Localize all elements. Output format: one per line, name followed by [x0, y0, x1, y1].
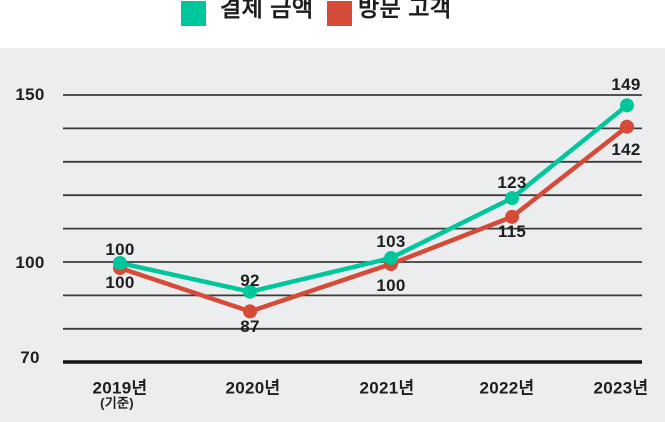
x-axis-note: (기준) — [100, 395, 134, 411]
payment-point-2021 — [384, 250, 398, 265]
visitors-value-label: 115 — [497, 222, 527, 241]
payment-line — [117, 103, 630, 294]
visitors-value-label: 100 — [105, 273, 135, 292]
payment-value-label: 103 — [376, 232, 406, 251]
payment-value-label: 100 — [105, 240, 135, 259]
legend: 결제 금액 방문 고객 — [0, 0, 665, 48]
x-axis-label: 2021년 — [359, 378, 415, 398]
visitors-point-2023 — [620, 119, 634, 134]
x-axis-label: 2023년 — [593, 378, 649, 398]
y-tick-label: 150 — [15, 85, 45, 104]
payment-value-label: 92 — [240, 271, 260, 290]
payment-value-label: 149 — [611, 75, 641, 94]
x-axis-label: 2019년 — [92, 378, 148, 398]
visitors-line — [117, 124, 630, 314]
legend-label-visitors: 방문 고객 — [358, 0, 452, 21]
visitors-point-2020 — [243, 304, 257, 319]
x-axis-label: 2022년 — [479, 378, 535, 398]
payment-point-2023 — [620, 98, 634, 113]
visitors-value-label: 87 — [240, 317, 260, 336]
legend-swatch-visitors — [327, 1, 352, 26]
visitors-value-label: 142 — [611, 140, 641, 159]
payment-point-2022 — [505, 191, 519, 206]
visitors-point-2022 — [505, 209, 519, 224]
x-axis-label: 2020년 — [225, 378, 281, 398]
y-tick-label: 100 — [15, 253, 45, 272]
legend-swatch-payment — [181, 1, 206, 26]
visitors-value-label: 100 — [376, 276, 406, 295]
payment-point-2020 — [243, 284, 257, 299]
plot-area-background — [0, 48, 665, 422]
payment-value-label: 123 — [497, 173, 527, 192]
legend-label-payment: 결제 금액 — [220, 0, 314, 21]
payment-point-2019 — [113, 256, 127, 270]
y-tick-label: 70 — [20, 348, 40, 367]
